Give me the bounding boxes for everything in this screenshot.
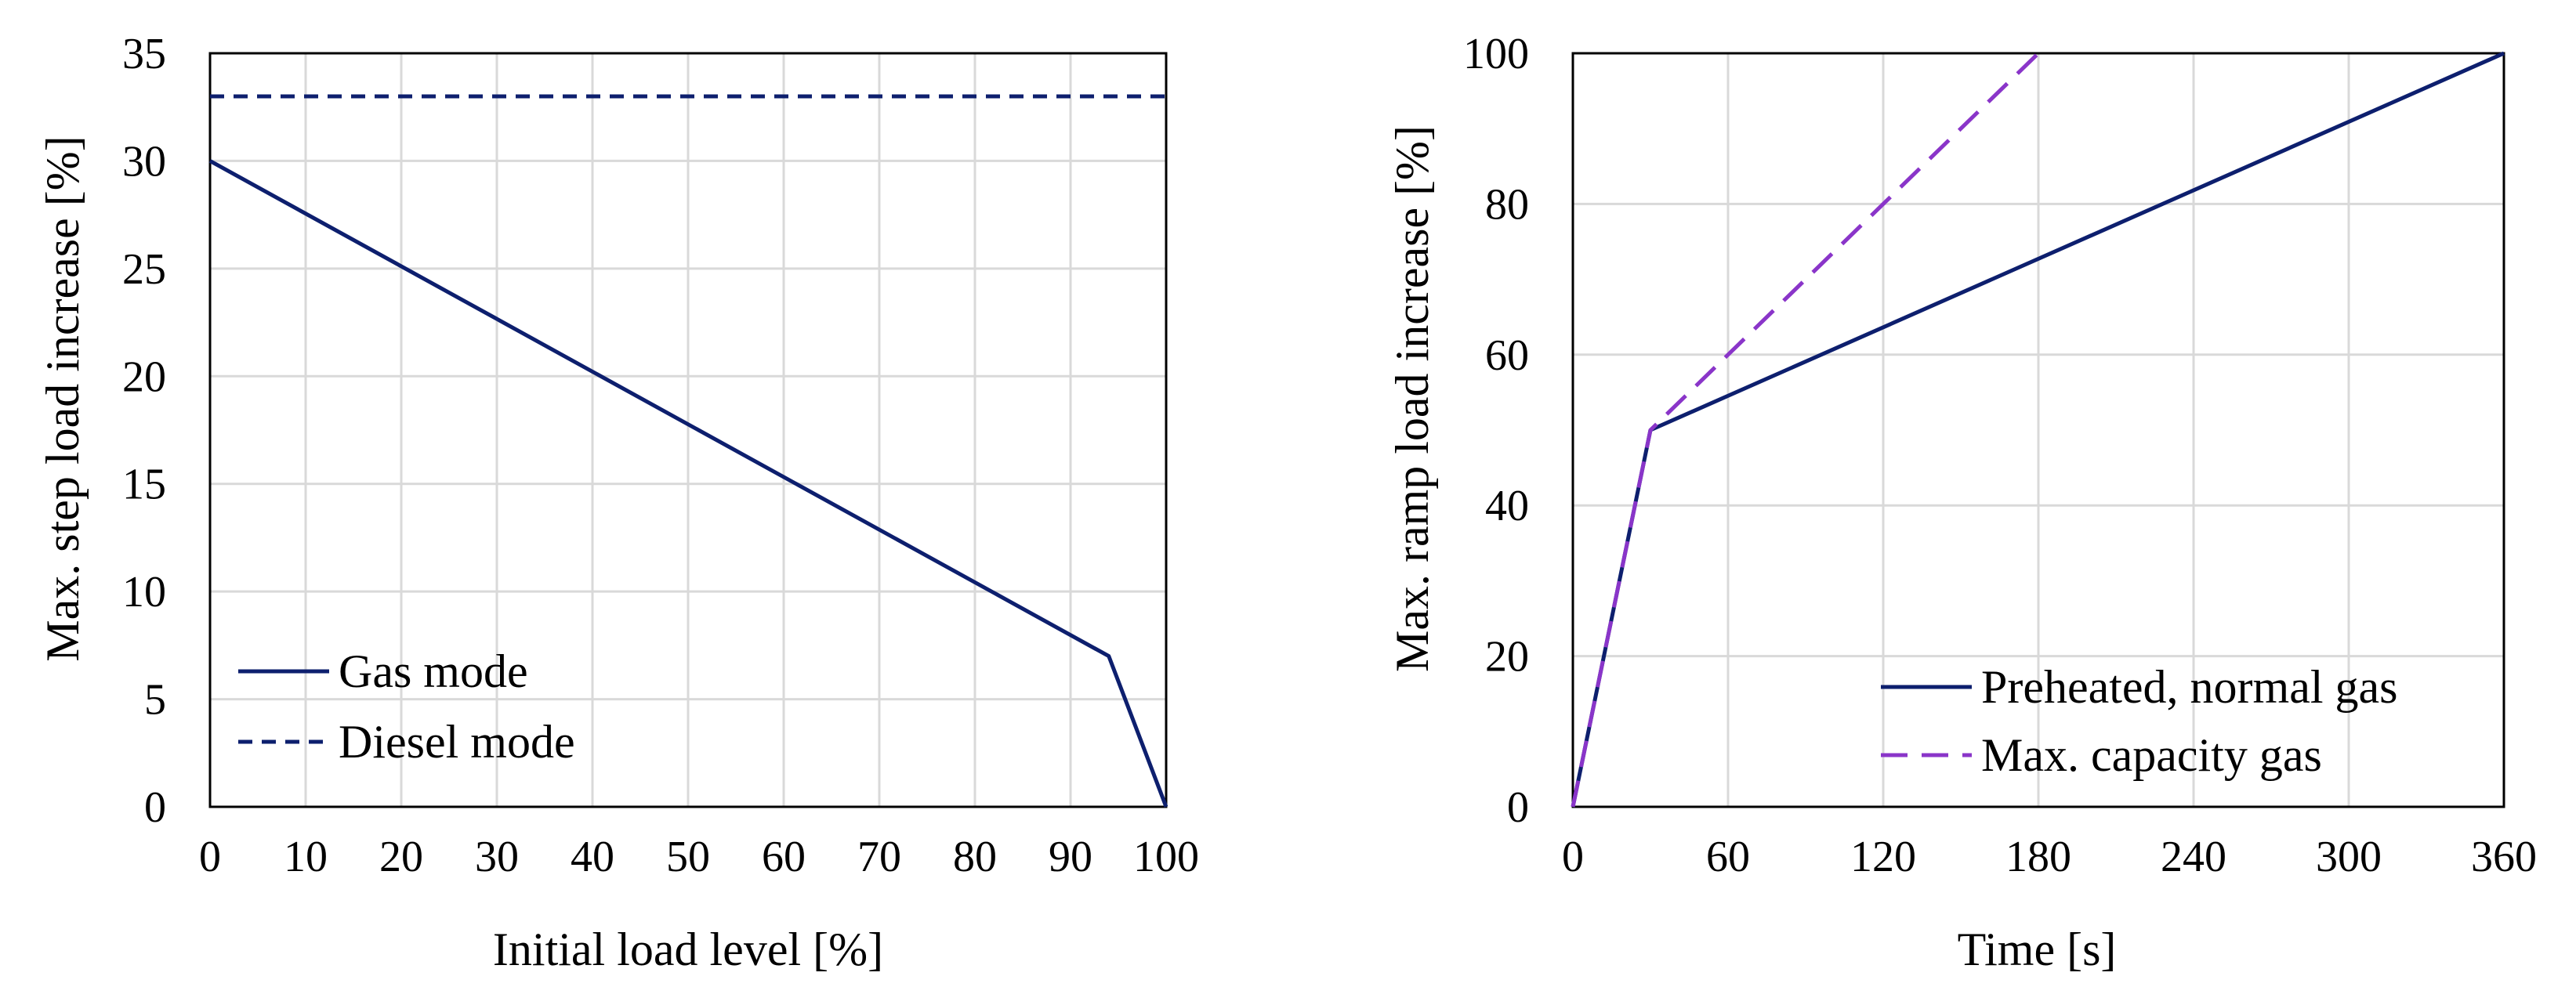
step-chart-legend: Gas mode Diesel mode	[238, 645, 575, 768]
ramp-x-tick-label: 120	[1850, 833, 1916, 881]
ramp-x-tick-label: 300	[2316, 833, 2382, 881]
ramp-y-tick-label: 40	[1485, 482, 1529, 530]
step-chart-x-ticks: 0 10 20 30 40 50 60 70 80 90 100	[199, 833, 1199, 881]
ramp-y-tick-label: 80	[1485, 180, 1529, 229]
ramp-y-tick-label: 100	[1463, 30, 1529, 78]
step-x-tick-label: 10	[284, 833, 328, 881]
step-x-tick-label: 80	[953, 833, 997, 881]
step-chart-y-ticks: 0 5 10 15 20 25 30 35	[122, 30, 166, 832]
ramp-chart-y-axis-title: Max. ramp load increase [%]	[1386, 125, 1438, 672]
step-y-tick-label: 5	[144, 676, 166, 725]
ramp-x-tick-label: 240	[2161, 833, 2226, 881]
legend-label-max-capacity-gas: Max. capacity gas	[1981, 729, 2322, 781]
step-x-tick-label: 70	[857, 833, 901, 881]
ramp-x-tick-label: 180	[2005, 833, 2071, 881]
step-y-tick-label: 0	[144, 783, 166, 832]
step-series-0	[208, 159, 1168, 808]
step-x-tick-label: 100	[1133, 833, 1199, 881]
ramp-x-tick-label: 60	[1706, 833, 1750, 881]
ramp-x-tick-label: 0	[1562, 833, 1584, 881]
ramp-chart-y-ticks: 0 20 40 60 80 100	[1463, 30, 1529, 832]
ramp-series-1	[1571, 52, 2040, 808]
ramp-chart-legend: Preheated, normal gas Max. capacity gas	[1881, 661, 2397, 781]
step-y-tick-label: 20	[122, 352, 166, 401]
ramp-y-tick-label: 0	[1507, 783, 1529, 832]
ramp-y-tick-label: 60	[1485, 331, 1529, 380]
step-chart-series	[208, 94, 1168, 808]
ramp-load-chart: 0 60 120 180 240 300 360 0 20 40 60 80 100 Time [s]…	[1386, 30, 2537, 975]
step-chart-y-axis-title: Max. step load increase [%]	[37, 136, 89, 661]
step-x-tick-label: 50	[666, 833, 710, 881]
ramp-x-tick-label: 360	[2471, 833, 2537, 881]
step-x-tick-label: 60	[762, 833, 806, 881]
step-chart-x-axis-title: Initial load level [%]	[493, 924, 883, 975]
step-y-tick-label: 25	[122, 245, 166, 294]
step-x-tick-label: 90	[1049, 833, 1092, 881]
step-x-tick-label: 20	[379, 833, 423, 881]
ramp-chart-x-axis-title: Time [s]	[1958, 924, 2117, 975]
ramp-chart-series	[1571, 51, 2505, 808]
legend-label-preheated-normal-gas: Preheated, normal gas	[1981, 661, 2397, 713]
step-y-tick-label: 10	[122, 568, 166, 616]
legend-label-gas-mode: Gas mode	[339, 645, 528, 697]
step-y-tick-label: 35	[122, 30, 166, 78]
legend-label-diesel-mode: Diesel mode	[339, 716, 575, 768]
step-load-chart: 0 10 20 30 40 50 60 70 80 90 100 0 5 10 15 20 25 30 35 In…	[37, 30, 1199, 975]
ramp-chart-plot-area	[1571, 52, 2505, 808]
step-y-tick-label: 30	[122, 137, 166, 186]
ramp-y-tick-label: 20	[1485, 633, 1529, 681]
step-x-tick-label: 30	[475, 833, 519, 881]
step-y-tick-label: 15	[122, 461, 166, 509]
step-x-tick-label: 0	[199, 833, 221, 881]
ramp-chart-x-ticks: 0 60 120 180 240 300 360	[1562, 833, 2537, 881]
step-x-tick-label: 40	[571, 833, 614, 881]
step-chart-plot-area	[208, 52, 1168, 808]
